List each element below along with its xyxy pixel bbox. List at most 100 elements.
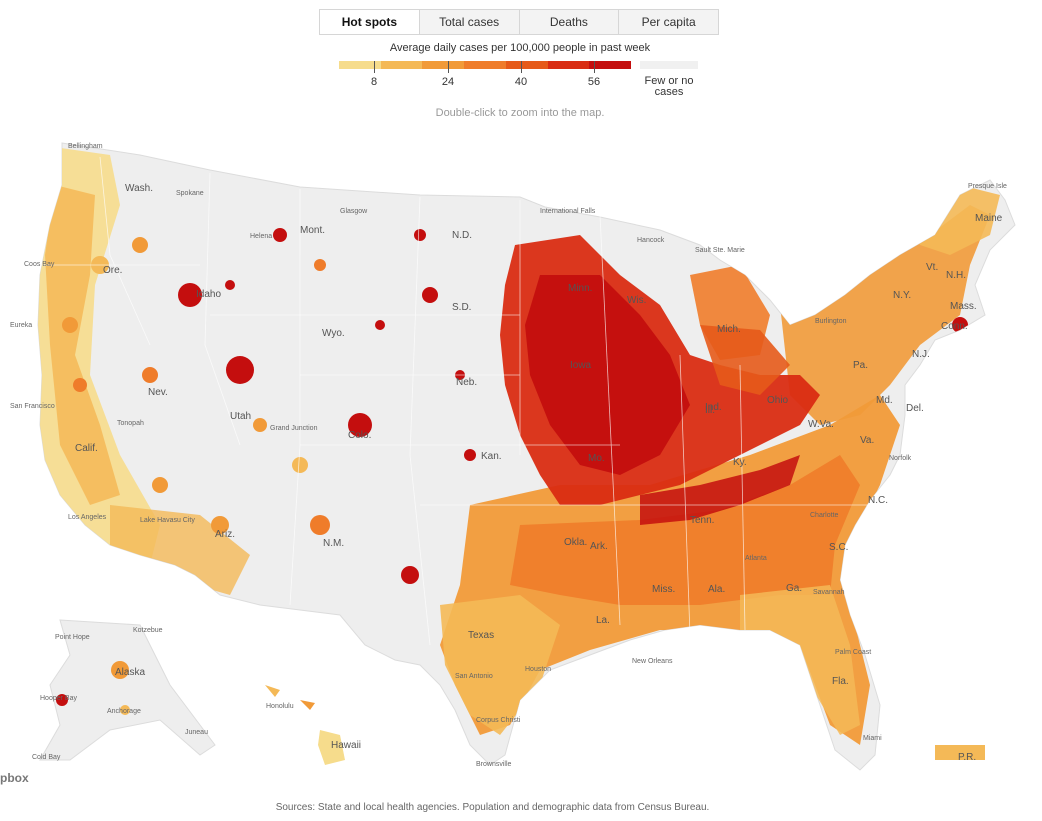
legend-color-segment bbox=[589, 61, 632, 69]
state-label: Ariz. bbox=[215, 529, 235, 540]
state-label: Ohio bbox=[767, 395, 789, 406]
city-label: Eureka bbox=[10, 322, 32, 329]
state-label: Nev. bbox=[148, 387, 168, 398]
city-label: Los Angeles bbox=[68, 514, 107, 521]
state-label: Wash. bbox=[125, 183, 153, 194]
city-label: Hancock bbox=[637, 237, 665, 244]
state-label: N.J. bbox=[912, 349, 930, 360]
state-label: Ore. bbox=[103, 265, 122, 276]
legend-color-segment bbox=[422, 61, 465, 69]
tab-total-cases[interactable]: Total cases bbox=[420, 10, 520, 34]
state-label: Minn. bbox=[568, 283, 592, 294]
state-label: Conn. bbox=[941, 321, 968, 332]
city-label: Corpus Christi bbox=[476, 717, 521, 724]
city-label: Anchorage bbox=[107, 708, 141, 715]
hawaii-land bbox=[318, 730, 345, 765]
state-label: Idaho bbox=[196, 289, 221, 300]
tab-deaths[interactable]: Deaths bbox=[520, 10, 620, 34]
city-label: Kotzebue bbox=[133, 627, 163, 634]
state-label: Pa. bbox=[853, 360, 868, 371]
state-label: Colo. bbox=[348, 430, 371, 441]
state-label: Del. bbox=[906, 403, 924, 414]
city-label: Helena bbox=[250, 233, 272, 240]
city-label: Bellingham bbox=[68, 143, 103, 150]
state-label: N.C. bbox=[868, 495, 888, 506]
city-label: Norfolk bbox=[889, 455, 912, 462]
legend-tick bbox=[448, 61, 449, 73]
legend-tick bbox=[594, 61, 595, 73]
legend-no-data-label: Few or no cases bbox=[635, 76, 703, 98]
city-label: Savannah bbox=[813, 589, 845, 596]
legend-color-segment bbox=[547, 61, 590, 69]
city-label: Honolulu bbox=[266, 703, 294, 710]
city-label: Brownsville bbox=[476, 761, 512, 768]
city-label: Hooper Bay bbox=[40, 695, 77, 702]
city-label: Miami bbox=[863, 735, 882, 742]
view-tabs: Hot spots Total cases Deaths Per capita bbox=[319, 9, 719, 35]
us-map[interactable]: Wash. Ore. Calif. Nev. Idaho Mont. Wyo. Utah Ari… bbox=[0, 125, 1042, 790]
state-label: Mont. bbox=[300, 225, 325, 236]
legend-no-data-label-line-1: Few or no bbox=[644, 75, 694, 87]
state-label: Wyo. bbox=[322, 328, 345, 339]
state-label: Vt. bbox=[926, 262, 938, 273]
state-label: N.D. bbox=[452, 230, 472, 241]
zoom-hint: Double-click to zoom into the map. bbox=[435, 107, 605, 119]
city-label: San Antonio bbox=[455, 673, 493, 680]
city-label: Glasgow bbox=[340, 208, 368, 215]
city-label: Houston bbox=[525, 666, 551, 673]
state-label: Mass. bbox=[950, 301, 977, 312]
city-label: Juneau bbox=[185, 729, 208, 736]
city-label: Charlotte bbox=[810, 512, 839, 519]
city-label: Palm Coast bbox=[835, 649, 871, 656]
city-label: San Francisco bbox=[10, 403, 55, 410]
legend-no-data-swatch bbox=[640, 61, 698, 69]
state-label: La. bbox=[596, 615, 610, 626]
tab-hot-spots[interactable]: Hot spots bbox=[320, 10, 420, 34]
state-label: Iowa bbox=[570, 360, 592, 371]
state-label: Fla. bbox=[832, 676, 849, 687]
hotspot-layer bbox=[38, 145, 1000, 745]
state-label: Kan. bbox=[481, 451, 502, 462]
state-label: N.H. bbox=[946, 270, 966, 281]
state-label: S.D. bbox=[452, 302, 471, 313]
city-label: Atlanta bbox=[745, 555, 767, 562]
state-label: Calif. bbox=[75, 443, 98, 454]
mapbox-logo: pbox bbox=[0, 771, 29, 785]
state-label: N.M. bbox=[323, 538, 344, 549]
city-label: Cold Bay bbox=[32, 754, 61, 761]
legend-tick bbox=[374, 61, 375, 73]
legend-color-segment bbox=[505, 61, 548, 69]
state-label: P.R. bbox=[958, 752, 976, 763]
city-label: Grand Junction bbox=[270, 425, 318, 432]
puerto-rico-land bbox=[935, 745, 985, 760]
state-label: Va. bbox=[860, 435, 874, 446]
state-label: Ill. bbox=[705, 405, 715, 416]
city-label: Tonopah bbox=[117, 420, 144, 427]
legend-color-segment bbox=[380, 61, 423, 69]
map-labels: Wash. Ore. Calif. Nev. Idaho Mont. Wyo. Utah Ari… bbox=[10, 143, 1007, 768]
city-label: Burlington bbox=[815, 318, 847, 325]
legend-color-segment bbox=[339, 61, 381, 69]
city-label: Sault Ste. Marie bbox=[695, 247, 745, 254]
state-label: Ind. bbox=[705, 402, 722, 413]
state-label: Neb. bbox=[456, 377, 477, 388]
state-label: Utah bbox=[230, 411, 251, 422]
state-label: Miss. bbox=[652, 584, 675, 595]
tab-per-capita[interactable]: Per capita bbox=[641, 15, 696, 29]
city-label: New Orleans bbox=[632, 658, 673, 665]
state-label: Wis. bbox=[627, 295, 646, 306]
city-label: International Falls bbox=[540, 208, 596, 215]
state-label: S.C. bbox=[829, 542, 848, 553]
state-label: Hawaii bbox=[331, 740, 361, 751]
legend-tick-label: 24 bbox=[441, 76, 455, 88]
legend-no-data-label-line-2: cases bbox=[654, 86, 684, 98]
legend-color-scale bbox=[339, 61, 632, 69]
city-label: Point Hope bbox=[55, 634, 90, 641]
legend-tick-label: 56 bbox=[587, 76, 601, 88]
state-label: Ky. bbox=[733, 457, 747, 468]
state-label: Tenn. bbox=[690, 515, 714, 526]
legend-title: Average daily cases per 100,000 people i… bbox=[389, 42, 651, 54]
city-label: Lake Havasu City bbox=[140, 517, 195, 524]
state-label: Maine bbox=[975, 213, 1003, 224]
